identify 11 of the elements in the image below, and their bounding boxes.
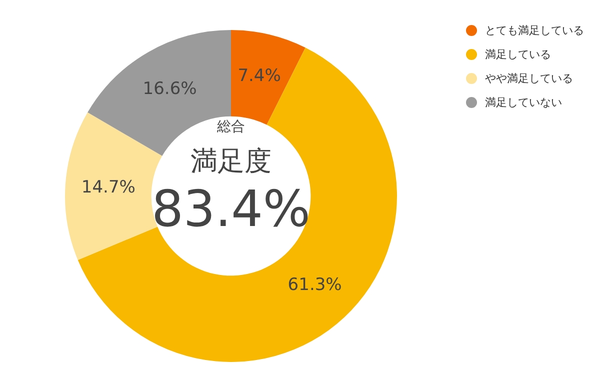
legend-label: 満足していない — [485, 94, 562, 110]
text: 満足度 — [190, 145, 272, 179]
data-label: 14.7% — [81, 177, 136, 198]
legend-label: やや満足している — [485, 70, 573, 86]
legend-label: とても満足している — [485, 22, 584, 38]
data-label: 16.6% — [142, 78, 197, 99]
legend-label: 満足している — [485, 46, 551, 62]
data-label: 61.3% — [288, 275, 342, 296]
text: 総合 — [216, 118, 246, 136]
data-label: 7.4% — [238, 66, 281, 86]
text: 83.4% — [152, 180, 310, 238]
